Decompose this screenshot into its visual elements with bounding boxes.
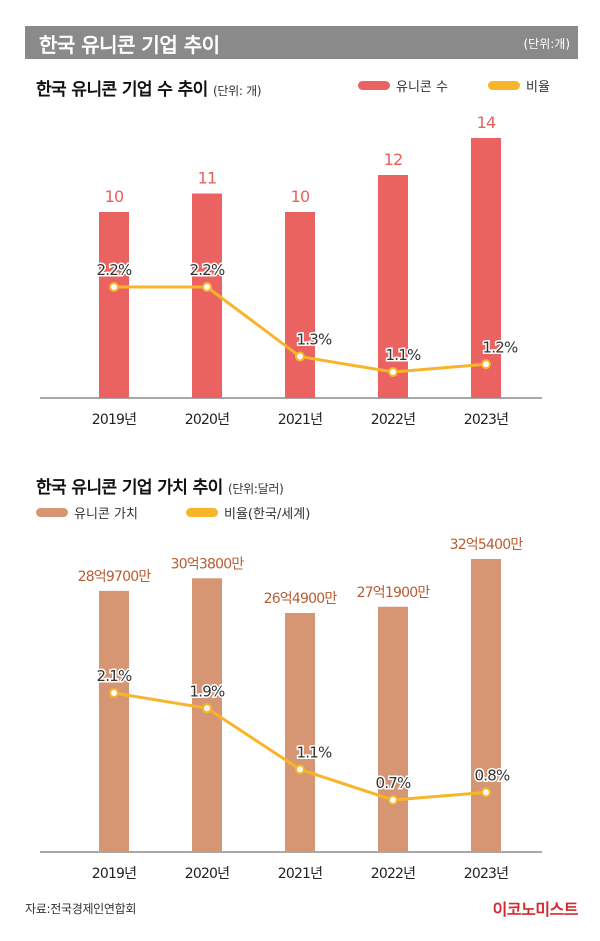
x-tick-label: 2023년 [464, 412, 509, 428]
bar-value-label: 11 [198, 169, 217, 188]
bar-value-label: 28억9700만 [78, 569, 152, 585]
infographic-title: 한국 유니콘 기업 추이 [39, 33, 220, 57]
x-tick-label: 2021년 [278, 412, 323, 428]
ratio-value-label: 0.7% [376, 774, 411, 792]
ratio-value-label: 1.2% [483, 338, 518, 356]
legend-swatch-value [36, 508, 68, 517]
x-tick-label: 2023년 [464, 866, 509, 882]
legend-label-ratio: 비율 [526, 80, 550, 95]
chart2-title: 한국 유니콘 기업 가치 추이 (단위:달러) [36, 473, 284, 498]
chart1-legend-ratio: 비율 [488, 76, 550, 95]
chart2-legend-ratio: 비율(한국/세계) [186, 503, 310, 522]
x-tick-label: 2019년 [92, 412, 137, 428]
chart2-title-text: 한국 유니콘 기업 가치 추이 [36, 478, 223, 498]
ratio-point [202, 703, 212, 714]
bar-2022년 [378, 606, 408, 852]
ratio-point [202, 282, 212, 292]
chart1-unit: (단위: 개) [213, 84, 262, 98]
bar-value-label: 30억3800만 [171, 556, 245, 572]
bar-value-label: 10 [105, 187, 124, 206]
bar-2019년 [99, 212, 129, 398]
ratio-point [481, 359, 491, 370]
ratio-value-label: 1.1% [386, 346, 421, 364]
ratio-point [109, 688, 119, 698]
ratio-value-label: 1.1% [297, 743, 332, 761]
infographic-unit: (단위:개) [523, 37, 570, 51]
infographic-header: 한국 유니콘 기업 추이 (단위:개) [25, 26, 578, 59]
bar-2023년 [471, 138, 501, 398]
chart1-legend-count: 유니콘 수 [358, 76, 448, 95]
ratio-value-label: 2.1% [97, 667, 132, 685]
legend-label-ratio2: 비율(한국/세계) [224, 507, 311, 522]
bar-value-label: 12 [384, 150, 403, 169]
bar-2021년 [285, 613, 315, 852]
bar-2022년 [378, 175, 408, 398]
bar-value-label: 10 [291, 187, 310, 206]
legend-swatch-ratio2 [186, 508, 218, 517]
legend-label-count: 유니콘 수 [396, 80, 448, 95]
bar-2023년 [471, 559, 501, 852]
ratio-value-label: 2.2% [190, 261, 225, 279]
source-note: 자료:전국경제인연합회 [25, 902, 137, 916]
ratio-point [109, 282, 119, 292]
chart2-legend-value: 유니콘 가치 [36, 503, 138, 522]
ratio-value-label: 2.2% [97, 261, 132, 279]
bar-2019년 [99, 590, 129, 852]
x-tick-label: 2019년 [92, 866, 137, 882]
ratio-point [388, 367, 398, 377]
bar-value-label: 27억1900만 [357, 585, 431, 601]
ratio-point [295, 351, 305, 362]
ratio-value-label: 0.8% [475, 766, 510, 784]
legend-label-value: 유니콘 가치 [74, 507, 138, 522]
x-tick-label: 2021년 [278, 866, 323, 882]
ratio-point [295, 764, 305, 775]
chart1-title: 한국 유니콘 기업 수 추이 (단위: 개) [36, 75, 262, 100]
legend-swatch-count [358, 81, 390, 90]
ratio-point [388, 795, 398, 805]
bar-value-label: 32억5400만 [450, 537, 524, 553]
x-tick-label: 2020년 [185, 412, 230, 428]
ratio-value-label: 1.3% [297, 331, 332, 349]
ratio-value-label: 1.9% [190, 682, 225, 700]
bar-value-label: 26억4900만 [264, 591, 338, 607]
bar-value-label: 14 [477, 113, 496, 132]
x-tick-label: 2022년 [371, 866, 416, 882]
brand-logo: 이코노미스트 [492, 900, 579, 919]
x-tick-label: 2020년 [185, 866, 230, 882]
x-tick-label: 2022년 [371, 412, 416, 428]
legend-swatch-ratio [488, 81, 520, 90]
ratio-point [481, 787, 491, 798]
chart1-title-text: 한국 유니콘 기업 수 추이 [36, 80, 208, 100]
chart2-unit: (단위:달러) [228, 482, 284, 496]
bar-2021년 [285, 212, 315, 398]
